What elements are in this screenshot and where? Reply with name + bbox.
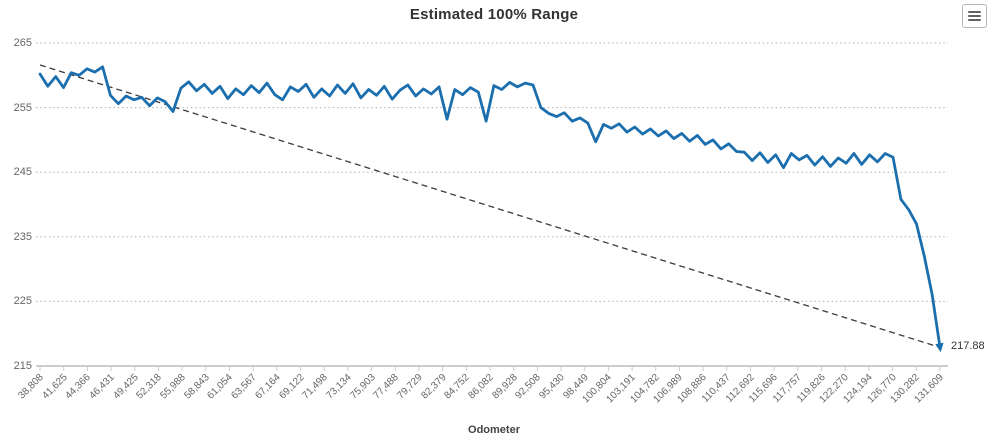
trend-line — [39, 64, 941, 349]
y-tick-label: 255 — [13, 102, 32, 114]
y-tick-label: 235 — [13, 231, 32, 243]
x-axis-title: Odometer — [468, 424, 520, 436]
y-tick-label: 245 — [13, 166, 32, 178]
y-tick-label: 215 — [13, 360, 32, 372]
y-tick-label: 265 — [13, 37, 32, 49]
chart-title: Estimated 100% Range — [409, 6, 579, 23]
y-tick-label: 225 — [13, 295, 32, 307]
arrow-marker — [935, 342, 944, 353]
series-line — [38, 65, 942, 349]
chart-menu-button[interactable] — [962, 4, 987, 28]
end-value-label: 217.88 — [951, 340, 985, 352]
hamburger-icon — [968, 11, 981, 21]
